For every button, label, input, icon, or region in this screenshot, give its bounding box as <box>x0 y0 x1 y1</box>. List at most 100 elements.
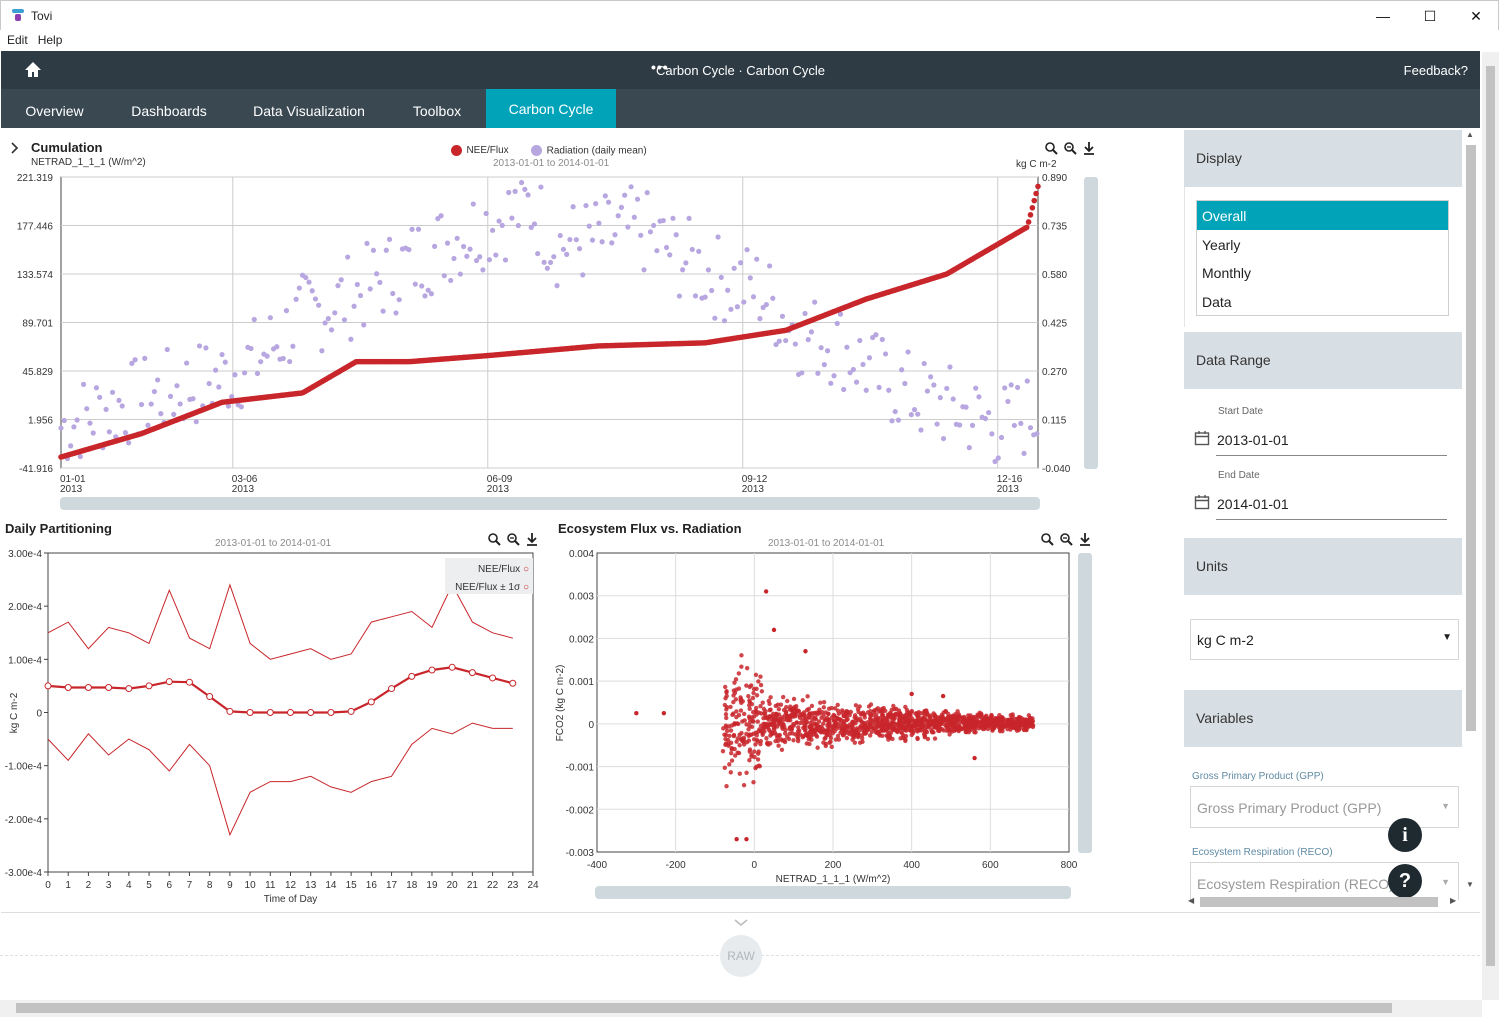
radiation-point <box>902 380 908 387</box>
scatter-download-icon[interactable] <box>1078 532 1092 546</box>
panel-vertical-scrollbar[interactable] <box>1466 145 1476 731</box>
daily-x-tick: 12 <box>285 880 297 891</box>
radiation-point <box>142 355 148 361</box>
display-option-data[interactable]: Data <box>1202 293 1232 310</box>
start-date-input[interactable]: 2013-01-01 <box>1217 432 1289 448</box>
expand-chevron-icon[interactable] <box>8 141 22 155</box>
units-section-header[interactable]: Units <box>1184 538 1462 595</box>
radiation-point <box>889 418 895 424</box>
scatter-zoom-out-icon[interactable] <box>1059 532 1073 546</box>
scroll-left-arrow-icon[interactable]: ◀ <box>1188 896 1195 905</box>
display-option-monthly[interactable]: Monthly <box>1202 265 1252 281</box>
zoom-out-icon[interactable] <box>1063 141 1077 155</box>
scatter-point <box>1014 720 1020 726</box>
minimize-button[interactable]: — <box>1376 8 1390 24</box>
radiation-point <box>345 254 351 260</box>
raw-button[interactable]: RAW <box>720 935 762 977</box>
scatter-point <box>767 701 772 707</box>
radiation-point <box>1008 382 1014 388</box>
scatter-point <box>787 731 792 736</box>
zoom-in-icon[interactable] <box>1044 141 1058 155</box>
scatter-point <box>779 747 785 752</box>
radiation-point <box>628 184 634 190</box>
feedback-link[interactable]: Feedback? <box>1403 63 1468 78</box>
close-button[interactable]: ✕ <box>1470 8 1482 24</box>
data-range-section-header[interactable]: Data Range <box>1184 332 1462 389</box>
scatter-point <box>799 711 804 717</box>
scatter-point <box>979 719 985 724</box>
radiation-point <box>293 296 299 302</box>
radiation-point <box>415 226 422 232</box>
help-button[interactable]: ? <box>1388 864 1422 898</box>
home-icon[interactable] <box>23 60 43 80</box>
scatter-point <box>1014 728 1020 733</box>
cumulation-x-tick-year: 2013 <box>232 484 255 495</box>
display-option-overall[interactable]: Overall <box>1197 201 1448 230</box>
display-section-header[interactable]: Display <box>1184 130 1462 187</box>
radiation-point <box>686 215 692 221</box>
radiation-point <box>721 318 728 324</box>
chevron-down-icon[interactable] <box>733 918 749 928</box>
scatter-point <box>859 719 864 724</box>
scatter-zoom-in-icon[interactable] <box>1040 532 1054 546</box>
more-options-icon[interactable]: ••• <box>651 59 669 75</box>
window-horizontal-scrollbar[interactable] <box>16 1003 1392 1013</box>
scatter-point <box>848 709 854 715</box>
tab-data-visualization[interactable]: Data Visualization <box>253 103 365 119</box>
radiation-point <box>193 419 199 425</box>
scatter-point <box>925 711 930 717</box>
scatter-point <box>785 713 790 719</box>
scatter-point <box>957 723 962 729</box>
radiation-point <box>290 343 296 349</box>
scatter-point <box>932 736 938 741</box>
radiation-point <box>155 377 161 383</box>
download-icon[interactable] <box>1082 141 1096 155</box>
radiation-point <box>132 357 138 363</box>
gpp-select[interactable]: Gross Primary Product (GPP) ▼ <box>1190 786 1459 828</box>
calendar-icon[interactable] <box>1194 430 1210 446</box>
scatter-point <box>928 715 933 720</box>
scatter-point <box>940 693 946 699</box>
scatter-point <box>798 720 803 726</box>
menu-edit[interactable]: Edit <box>7 33 28 47</box>
scatter-point <box>806 706 812 712</box>
radiation-point <box>689 246 695 253</box>
calendar-icon[interactable] <box>1194 494 1210 510</box>
tab-carbon-cycle[interactable]: Carbon Cycle <box>486 89 616 128</box>
scroll-down-arrow-icon[interactable]: ▼ <box>1466 880 1474 889</box>
menu-bar: Edit Help <box>0 30 1499 51</box>
scatter-point <box>909 727 915 732</box>
daily-y-tick: -3.00e-4 <box>5 868 43 879</box>
daily-zoom-out-icon[interactable] <box>506 532 520 546</box>
daily-zoom-in-icon[interactable] <box>487 532 501 546</box>
scatter-point <box>787 725 793 730</box>
units-select[interactable]: kg C m-2 ▼ <box>1190 619 1459 660</box>
tab-overview[interactable]: Overview <box>25 103 84 119</box>
daily-x-tick: 14 <box>325 880 337 891</box>
scroll-up-arrow-icon[interactable]: ▲ <box>1466 130 1474 139</box>
scroll-right-arrow-icon[interactable]: ▶ <box>1450 896 1457 905</box>
info-button[interactable]: i <box>1388 818 1422 852</box>
radiation-point <box>316 302 322 308</box>
variables-section-header[interactable]: Variables <box>1184 690 1462 747</box>
scatter-point <box>859 733 865 738</box>
start-date-label: Start Date <box>1218 406 1264 417</box>
tab-toolbox[interactable]: Toolbox <box>412 103 462 119</box>
panel-horizontal-scrollbar[interactable] <box>1200 897 1438 907</box>
radiation-point <box>477 254 483 260</box>
maximize-button[interactable]: ☐ <box>1423 8 1437 24</box>
scatter-point <box>732 746 737 752</box>
display-option-yearly[interactable]: Yearly <box>1202 236 1241 253</box>
radiation-point <box>950 396 956 402</box>
radiation-point <box>1002 385 1008 391</box>
menu-help[interactable]: Help <box>37 33 63 47</box>
daily-download-icon[interactable] <box>525 532 539 546</box>
reco-select[interactable]: Ecosystem Respiration (RECO) ▼ <box>1190 862 1459 900</box>
scatter-point <box>852 740 858 745</box>
window-vertical-scrollbar[interactable] <box>1486 66 1495 966</box>
radiation-point <box>725 287 731 293</box>
scatter-point <box>741 742 747 747</box>
end-date-input[interactable]: 2014-01-01 <box>1217 496 1289 512</box>
tab-dashboards[interactable]: Dashboards <box>131 103 207 119</box>
radiation-point <box>335 283 341 289</box>
